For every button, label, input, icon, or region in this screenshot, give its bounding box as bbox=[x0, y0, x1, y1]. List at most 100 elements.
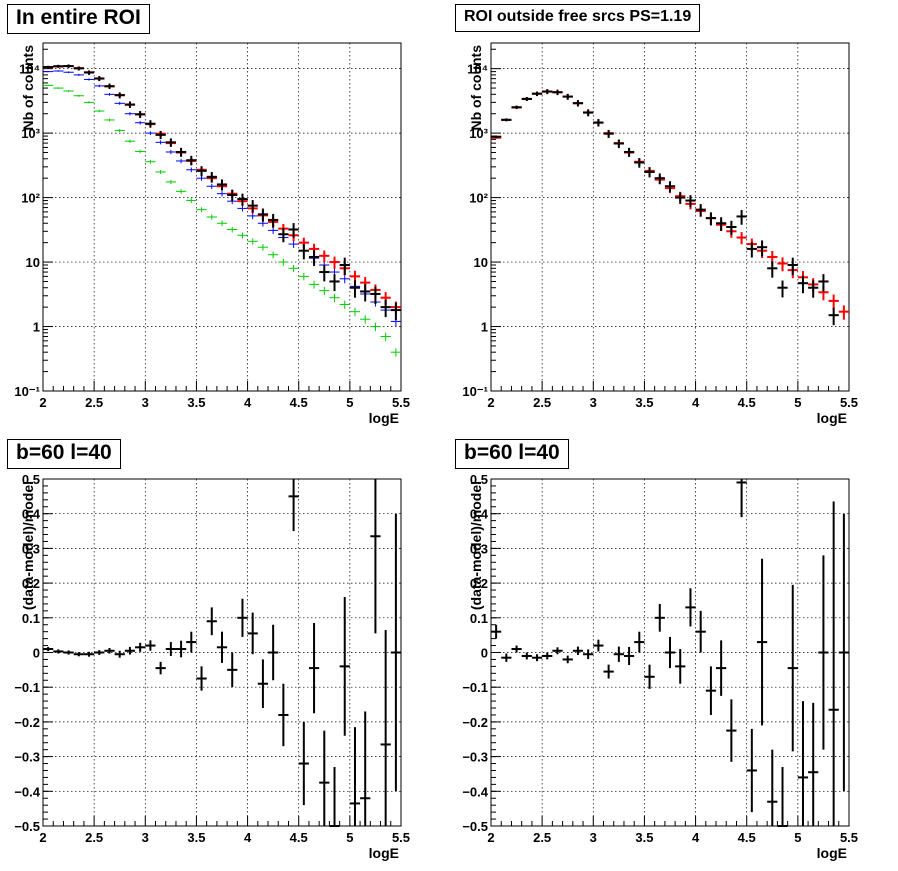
data-point bbox=[319, 265, 330, 282]
data-point bbox=[531, 654, 543, 662]
series-1 bbox=[43, 479, 401, 827]
y-tick-label: 10³ bbox=[21, 126, 40, 141]
y-tick-label: −0.4 bbox=[462, 784, 488, 799]
data-point bbox=[227, 189, 238, 202]
data-point bbox=[237, 205, 248, 212]
data-point bbox=[216, 220, 228, 227]
data-point bbox=[716, 217, 727, 231]
data-point bbox=[349, 727, 361, 826]
data-point bbox=[654, 603, 665, 632]
data-point bbox=[562, 655, 573, 664]
series-1 bbox=[491, 479, 849, 827]
y-tick-label: 0.4 bbox=[22, 507, 41, 522]
data-point bbox=[94, 76, 105, 82]
data-point bbox=[329, 293, 340, 303]
data-point bbox=[186, 631, 197, 653]
data-point bbox=[603, 664, 614, 679]
data-point bbox=[329, 256, 340, 269]
data-point bbox=[135, 642, 146, 652]
chart-title-1: In entire ROI bbox=[7, 4, 150, 34]
x-tick-label: 3 bbox=[590, 395, 597, 410]
data-point bbox=[634, 631, 645, 653]
data-point bbox=[339, 274, 350, 284]
y-tick-label: −0.4 bbox=[14, 784, 40, 799]
data-point bbox=[808, 280, 819, 298]
data-point bbox=[94, 650, 105, 655]
data-point bbox=[114, 101, 125, 105]
data-point bbox=[593, 639, 604, 652]
x-tick-label: 2.5 bbox=[85, 830, 103, 845]
data-point bbox=[695, 610, 706, 653]
data-point bbox=[654, 173, 665, 184]
data-point bbox=[319, 286, 330, 295]
x-tick-label: 5.5 bbox=[840, 830, 858, 845]
data-point bbox=[124, 139, 136, 143]
data-point bbox=[644, 167, 655, 178]
data-point bbox=[298, 272, 309, 281]
data-point bbox=[114, 650, 125, 658]
data-point bbox=[613, 646, 624, 662]
data-point bbox=[349, 280, 361, 298]
y-tick-label: 0 bbox=[481, 646, 488, 661]
data-point bbox=[135, 149, 146, 154]
data-point bbox=[380, 299, 391, 318]
data-point bbox=[746, 242, 757, 258]
y-tick-label: 0.3 bbox=[470, 541, 488, 556]
data-point bbox=[675, 649, 686, 684]
data-point bbox=[828, 294, 839, 309]
data-point bbox=[104, 92, 115, 96]
y-tick-label: 0.1 bbox=[470, 611, 488, 626]
y-tick-label: −0.1 bbox=[14, 680, 40, 695]
x-tick-label: 3.5 bbox=[635, 830, 653, 845]
y-tick-label: 1 bbox=[33, 320, 40, 335]
data-point bbox=[360, 284, 371, 302]
data-point bbox=[787, 257, 798, 275]
data-point bbox=[329, 274, 340, 292]
y-tick-label: −0.5 bbox=[14, 819, 40, 834]
data-point bbox=[767, 261, 778, 278]
data-point bbox=[43, 646, 54, 652]
data-point bbox=[237, 598, 248, 637]
data-point bbox=[175, 189, 187, 194]
data-point bbox=[196, 207, 207, 213]
data-point bbox=[288, 240, 299, 248]
data-point bbox=[491, 135, 502, 138]
series-1 bbox=[43, 84, 401, 357]
x-tick-label: 4 bbox=[244, 830, 252, 845]
data-point bbox=[124, 646, 136, 655]
x-tick-label: 2.5 bbox=[533, 830, 551, 845]
data-point bbox=[675, 192, 686, 204]
data-point bbox=[73, 652, 84, 657]
series-4 bbox=[43, 64, 401, 321]
data-point bbox=[572, 646, 584, 655]
data-point bbox=[308, 280, 320, 289]
x-axis-label: logE bbox=[369, 845, 399, 861]
data-point bbox=[73, 94, 84, 97]
data-point bbox=[237, 232, 248, 239]
data-point bbox=[155, 140, 166, 145]
x-tick-label: 4.5 bbox=[738, 395, 756, 410]
x-tick-label: 4.5 bbox=[290, 830, 308, 845]
data-point bbox=[531, 91, 543, 97]
data-point bbox=[716, 640, 727, 696]
y-tick-label: 0.3 bbox=[22, 541, 40, 556]
data-point bbox=[206, 172, 217, 183]
data-point bbox=[288, 479, 299, 532]
data-point bbox=[390, 513, 401, 792]
data-point bbox=[165, 642, 176, 656]
data-point bbox=[63, 64, 74, 68]
data-point bbox=[83, 651, 95, 657]
y-tick-label: 10² bbox=[469, 191, 488, 206]
data-point bbox=[94, 84, 105, 88]
data-point bbox=[838, 513, 849, 792]
data-point bbox=[777, 280, 788, 298]
y-axis-label: Nb of counts bbox=[20, 45, 36, 131]
y-axis-label: (data-model)/model bbox=[20, 481, 36, 610]
data-point bbox=[278, 683, 289, 747]
data-point bbox=[756, 240, 768, 257]
data-point bbox=[165, 138, 176, 147]
data-point bbox=[360, 315, 371, 324]
data-point bbox=[685, 588, 696, 627]
data-point bbox=[114, 92, 125, 99]
data-point bbox=[165, 149, 176, 155]
